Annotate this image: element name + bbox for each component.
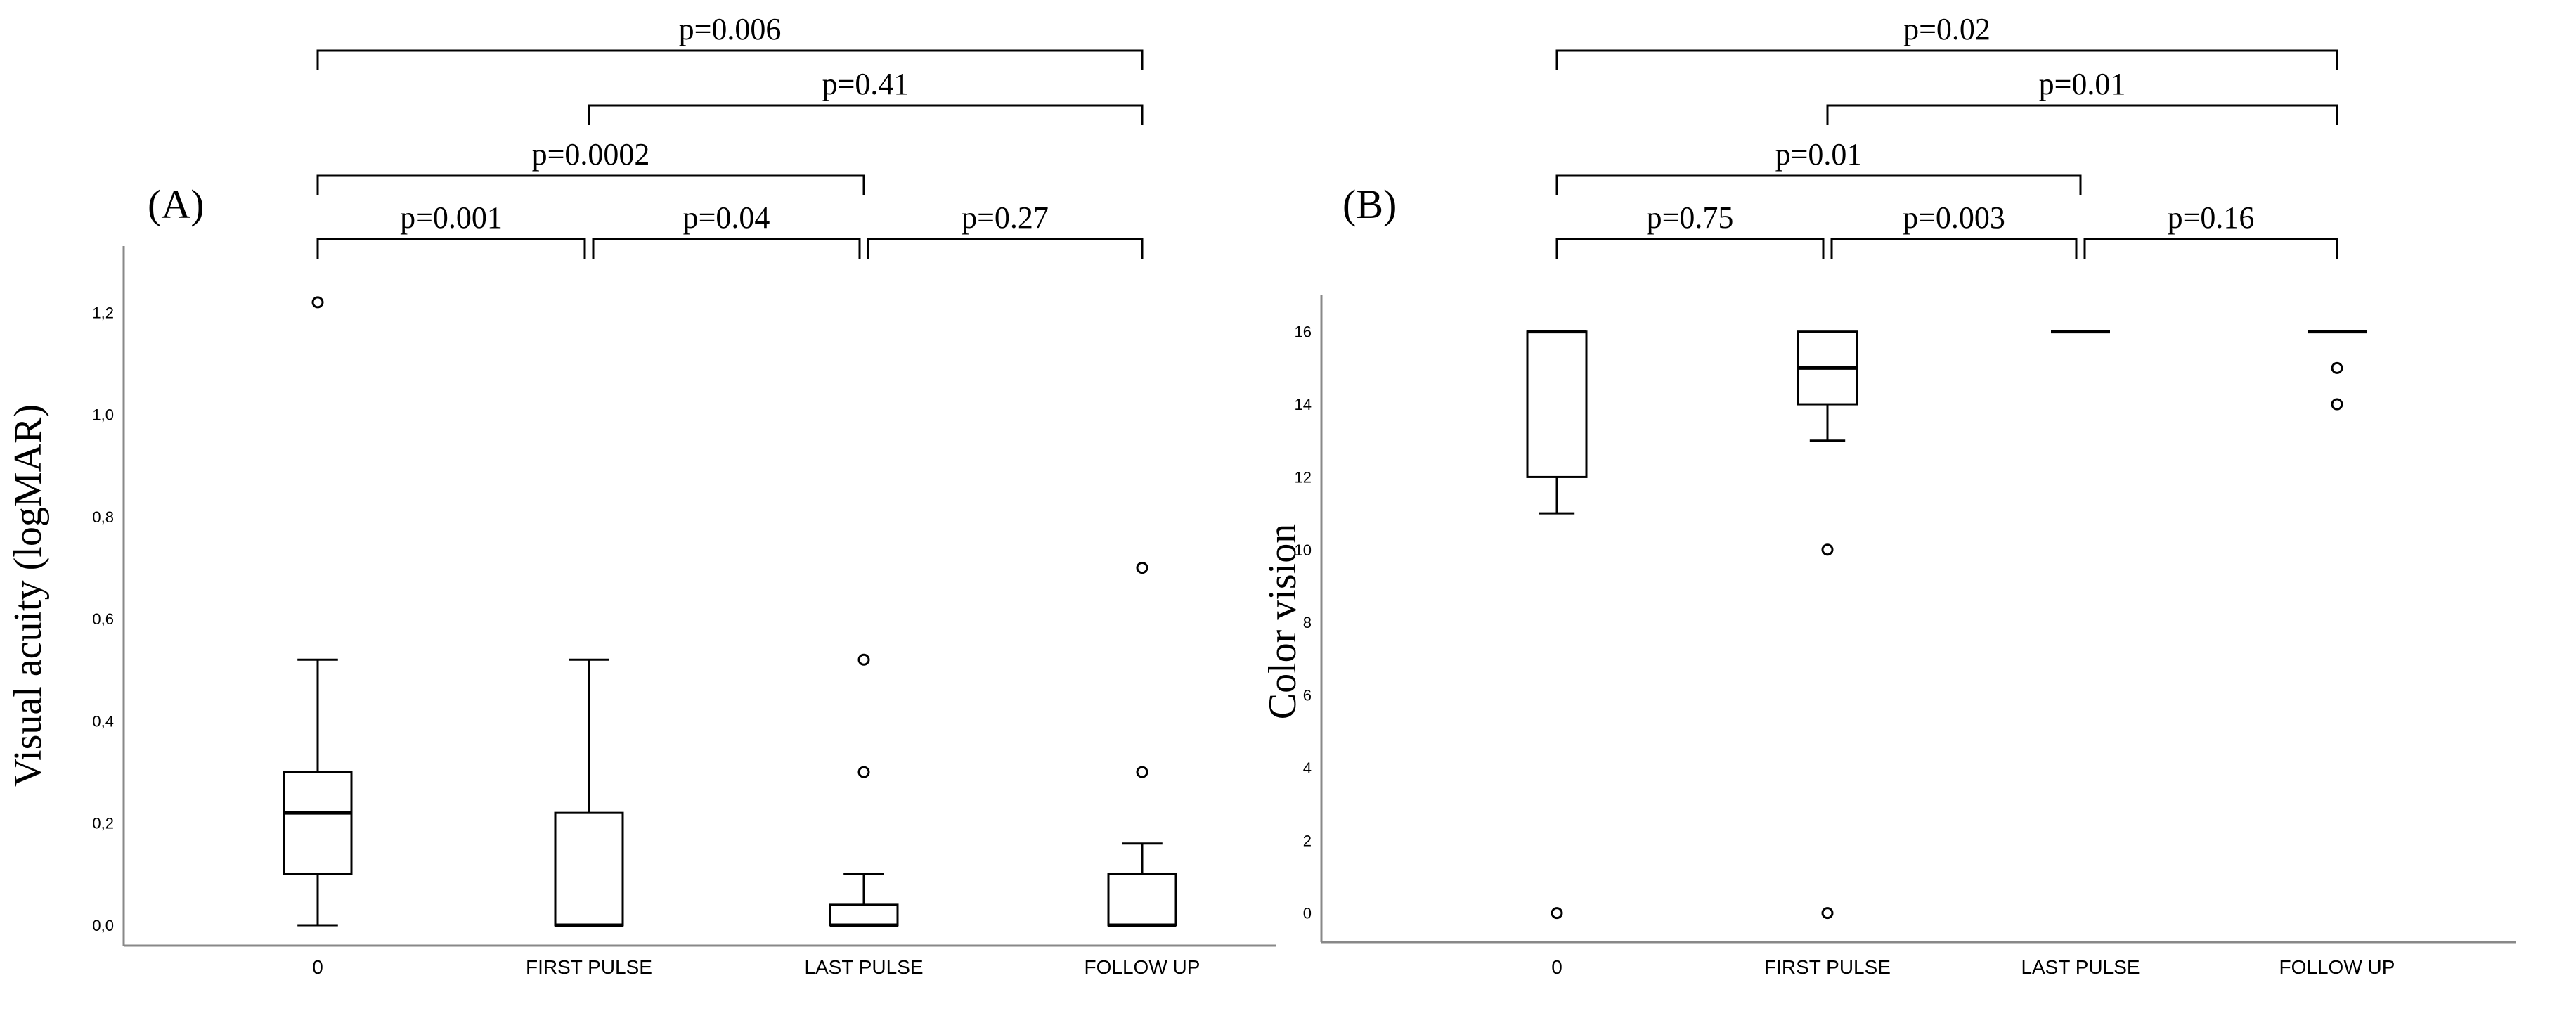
y-tick-label: 0,4 xyxy=(92,712,114,730)
bracket-line xyxy=(1826,104,2338,125)
y-tick-label: 10 xyxy=(1295,541,1312,559)
y-tick-label: 6 xyxy=(1303,687,1312,704)
p-value-label: p=0.04 xyxy=(683,200,770,235)
y-tick-label: 4 xyxy=(1303,759,1312,777)
x-tick-label: 0 xyxy=(1551,956,1562,978)
p-value-label: p=0.001 xyxy=(400,200,503,235)
outlier-point xyxy=(1136,766,1148,778)
bracket-line xyxy=(316,49,1144,70)
comparison-bracket: p=0.0002 xyxy=(316,137,865,195)
x-tick-label: 0 xyxy=(312,956,323,978)
outlier-point xyxy=(857,766,870,778)
y-tick-label: 0 xyxy=(1303,905,1312,922)
outlier-point xyxy=(1136,562,1148,574)
outlier-point xyxy=(311,296,324,309)
bracket-line xyxy=(316,238,586,259)
bracket-line xyxy=(867,238,1144,259)
p-value-label: p=0.02 xyxy=(1903,12,1991,46)
comparison-bracket: p=0.003 xyxy=(1830,200,2078,259)
y-tick-label: 1,2 xyxy=(92,304,114,321)
box-body xyxy=(1107,873,1177,927)
p-value-label: p=0.27 xyxy=(962,200,1049,235)
p-value-label: p=0.003 xyxy=(1903,200,2005,235)
y-tick-label: 8 xyxy=(1303,614,1312,631)
y-tick-label: 0,8 xyxy=(92,508,114,526)
box-0 xyxy=(1526,330,1588,920)
panel-a-visual-acuity: (A) Visual acuity (logMAR) 0,0 0,2 0,4 0,6 0,8… xyxy=(6,12,1276,978)
box-2 xyxy=(829,653,899,927)
comparison-bracket: p=0.02 xyxy=(1555,12,2338,70)
x-tick-label: LAST PULSE xyxy=(804,956,923,978)
outlier-point xyxy=(1821,543,1834,556)
p-value-label: p=0.006 xyxy=(679,12,782,46)
box-1 xyxy=(1797,330,1858,920)
bracket-line xyxy=(1555,174,2082,195)
y-tick-label: 0,6 xyxy=(92,610,114,628)
x-tick-label: LAST PULSE xyxy=(2021,956,2140,978)
box-3 xyxy=(1107,562,1177,927)
p-value-label: p=0.75 xyxy=(1647,200,1734,235)
outlier-point xyxy=(2331,398,2343,411)
p-value-label: p=0.41 xyxy=(822,67,910,101)
y-axis-label: Color vision xyxy=(1261,524,1305,719)
box-body xyxy=(1526,330,1588,478)
p-value-label: p=0.01 xyxy=(1775,137,1863,172)
comparison-bracket: p=0.04 xyxy=(592,200,861,259)
bracket-line xyxy=(592,238,861,259)
bracket-line xyxy=(1555,238,1825,259)
p-value-label: p=0.0002 xyxy=(532,137,650,172)
comparison-bracket: p=0.01 xyxy=(1555,137,2082,195)
y-tick-label: 12 xyxy=(1295,468,1312,486)
y-tick-label: 0,0 xyxy=(92,917,114,934)
bracket-line xyxy=(2083,238,2338,259)
bracket-line xyxy=(588,104,1144,125)
bracket-line xyxy=(316,174,865,195)
box-body xyxy=(283,771,353,875)
y-axis-label: Visual acuity (logMAR) xyxy=(6,404,50,787)
x-tick-label: FIRST PULSE xyxy=(1764,956,1891,978)
panel-label: (B) xyxy=(1342,181,1397,227)
box-body xyxy=(554,811,624,927)
outlier-point xyxy=(1551,907,1563,920)
y-tick-label: 0,2 xyxy=(92,815,114,832)
comparison-bracket: p=0.16 xyxy=(2083,200,2338,259)
p-value-label: p=0.16 xyxy=(2168,200,2255,235)
y-tick-label: 16 xyxy=(1295,323,1312,341)
box-3 xyxy=(2308,330,2367,411)
comparison-bracket: p=0.27 xyxy=(867,200,1144,259)
outlier-point xyxy=(2331,361,2343,374)
x-tick-label: FOLLOW UP xyxy=(1085,956,1200,978)
comparison-bracket: p=0.001 xyxy=(316,200,586,259)
bracket-line xyxy=(1555,49,2338,70)
p-value-label: p=0.01 xyxy=(2039,67,2126,101)
bracket-line xyxy=(1830,238,2078,259)
y-tick-label: 14 xyxy=(1295,396,1312,413)
x-tick-label: FIRST PULSE xyxy=(526,956,652,978)
comparison-bracket: p=0.01 xyxy=(1826,67,2338,125)
y-tick-label: 1,0 xyxy=(92,406,114,424)
box-body xyxy=(829,903,899,927)
comparison-bracket: p=0.75 xyxy=(1555,200,1825,259)
outlier-point xyxy=(857,653,870,666)
x-tick-label: FOLLOW UP xyxy=(2279,956,2395,978)
outlier-point xyxy=(1821,907,1834,920)
box-1 xyxy=(554,658,624,927)
comparison-bracket: p=0.41 xyxy=(588,67,1144,125)
panel-label: (A) xyxy=(148,181,205,227)
panel-b-color-vision: (B) Color vision 0 2 4 6 8 10 12 14 16 0 FIRST PULSE… xyxy=(1261,12,2516,978)
y-tick-label: 2 xyxy=(1303,832,1312,849)
box-0 xyxy=(283,296,353,927)
comparison-bracket: p=0.006 xyxy=(316,12,1144,70)
